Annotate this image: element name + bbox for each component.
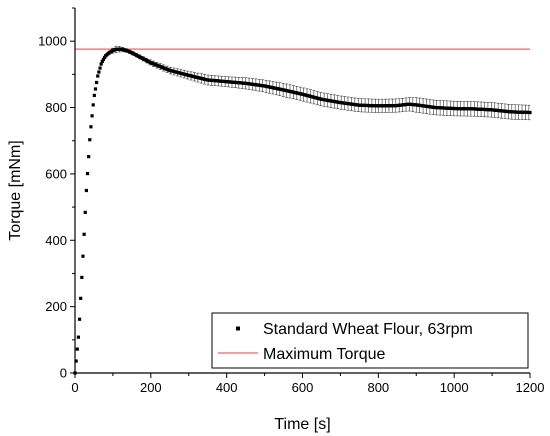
y-axis-title: Torque [mNm] [7, 140, 24, 240]
data-point [79, 296, 83, 300]
data-point [75, 347, 79, 351]
data-point [83, 210, 87, 214]
x-tick-label: 200 [140, 380, 162, 395]
y-tick-label: 400 [45, 233, 67, 248]
axis-ticks: 0 200 400 600 800 1000 0 200 400 600 800 1000 1200 [38, 7, 545, 395]
data-point [74, 359, 78, 363]
y-tick-label: 600 [45, 166, 67, 181]
data-point [93, 87, 98, 91]
data-point [88, 138, 92, 142]
x-tick-label: 600 [292, 380, 314, 395]
data-point [101, 57, 106, 62]
data-point [77, 317, 82, 321]
legend-marker-wheat-flour [236, 326, 240, 331]
y-tick-label: 200 [45, 299, 67, 314]
data-point [97, 70, 101, 74]
data-point [84, 188, 88, 193]
legend-label-maximum-torque: Maximum Torque [263, 346, 386, 363]
data-point [89, 125, 93, 129]
data-point [99, 62, 103, 66]
y-tick-label: 1000 [38, 34, 67, 49]
data-point [76, 335, 81, 339]
y-tick-label: 0 [60, 366, 67, 381]
data-point [528, 110, 532, 115]
data-point [80, 275, 84, 280]
x-axis-title: Time [s] [274, 416, 330, 433]
x-tick-label: 800 [367, 380, 389, 395]
legend: Standard Wheat Flour, 63rpm Maximum Torq… [211, 312, 529, 369]
data-point [92, 93, 96, 98]
legend-label-wheat-flour: Standard Wheat Flour, 63rpm [263, 321, 473, 338]
data-point [100, 59, 104, 64]
data-point [82, 232, 86, 236]
data-point [90, 114, 94, 118]
data-point [98, 66, 102, 70]
x-tick-label: 0 [71, 380, 78, 395]
data-point [81, 254, 85, 258]
data-point [85, 171, 90, 176]
data-point [102, 55, 107, 60]
legend-box [211, 312, 529, 369]
plot-area [73, 45, 532, 375]
y-tick-label: 800 [45, 100, 67, 115]
data-point [96, 74, 100, 78]
x-tick-label: 1000 [440, 380, 469, 395]
data-points [73, 47, 532, 375]
x-tick-label: 400 [216, 380, 238, 395]
x-tick-label: 1200 [516, 380, 545, 395]
data-point [95, 80, 99, 85]
data-point [91, 103, 95, 107]
data-point [87, 155, 91, 159]
